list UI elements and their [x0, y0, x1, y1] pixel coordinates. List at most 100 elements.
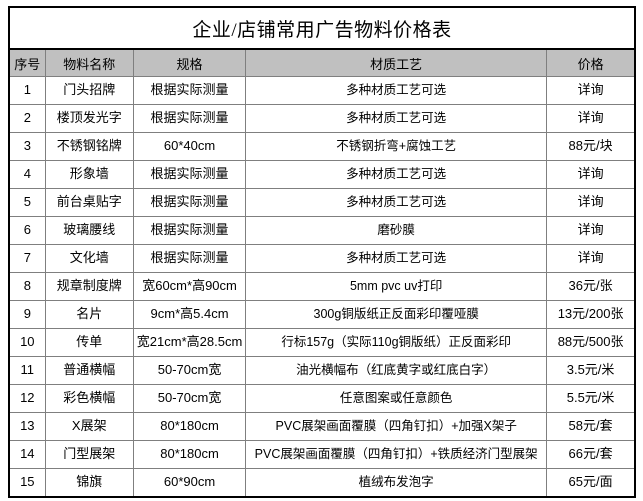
cell-spec: 80*180cm — [132, 412, 247, 441]
cell-name: 前台桌贴字 — [44, 188, 134, 217]
table-row: 6 玻璃腰线 根据实际测量 磨砂膜 详询 — [7, 216, 637, 245]
cell-price: 详询 — [546, 104, 637, 133]
cell-spec: 根据实际测量 — [132, 76, 247, 105]
cell-spec: 80*180cm — [132, 440, 247, 469]
table-head: 企业/店铺常用广告物料价格表 序号 物料名称 规格 材质工艺 价格 — [7, 6, 637, 77]
cell-material: PVC展架画面覆膜（四角钉扣）+加强X架子 — [245, 412, 548, 441]
cell-price: 5.5元/米 — [546, 384, 637, 413]
table-row: 8 规章制度牌 宽60cm*高90cm 5mm pvc uv打印 36元/张 — [7, 272, 637, 301]
cell-spec: 根据实际测量 — [132, 216, 247, 245]
cell-material: 植绒布发泡字 — [245, 468, 548, 498]
cell-index: 13 — [7, 412, 46, 441]
table-row: 9 名片 9cm*高5.4cm 300g铜版纸正反面彩印覆哑膜 13元/200张 — [7, 300, 637, 329]
cell-index: 8 — [7, 272, 46, 301]
cell-index: 5 — [7, 188, 46, 217]
document-title: 企业/店铺常用广告物料价格表 — [8, 6, 636, 50]
cell-material: 多种材质工艺可选 — [245, 188, 548, 217]
cell-name: 楼顶发光字 — [44, 104, 134, 133]
cell-name: 普通横幅 — [44, 356, 134, 385]
cell-spec: 50-70cm宽 — [132, 384, 247, 413]
cell-index: 10 — [7, 328, 46, 357]
cell-name: X展架 — [44, 412, 134, 441]
cell-material: 多种材质工艺可选 — [245, 104, 548, 133]
table-row: 12 彩色横幅 50-70cm宽 任意图案或任意颜色 5.5元/米 — [7, 384, 637, 413]
column-header-row: 序号 物料名称 规格 材质工艺 价格 — [7, 48, 637, 77]
cell-name: 玻璃腰线 — [44, 216, 134, 245]
cell-name: 形象墙 — [44, 160, 134, 189]
cell-index: 15 — [7, 468, 46, 498]
column-header-name: 物料名称 — [44, 48, 134, 77]
cell-price: 66元/套 — [546, 440, 637, 469]
cell-name: 门型展架 — [44, 440, 134, 469]
column-header-index: 序号 — [7, 48, 46, 77]
cell-index: 6 — [7, 216, 46, 245]
table-row: 5 前台桌贴字 根据实际测量 多种材质工艺可选 详询 — [7, 188, 637, 217]
cell-price: 36元/张 — [546, 272, 637, 301]
cell-name: 锦旗 — [44, 468, 134, 498]
cell-spec: 9cm*高5.4cm — [132, 300, 247, 329]
table-row: 15 锦旗 60*90cm 植绒布发泡字 65元/面 — [7, 468, 637, 498]
cell-spec: 60*40cm — [132, 132, 247, 161]
cell-material: 300g铜版纸正反面彩印覆哑膜 — [245, 300, 548, 329]
table-row: 1 门头招牌 根据实际测量 多种材质工艺可选 详询 — [7, 76, 637, 105]
cell-price: 65元/面 — [546, 468, 637, 498]
cell-index: 7 — [7, 244, 46, 273]
cell-price: 88元/500张 — [546, 328, 637, 357]
cell-name: 名片 — [44, 300, 134, 329]
cell-index: 12 — [7, 384, 46, 413]
cell-name: 规章制度牌 — [44, 272, 134, 301]
cell-spec: 60*90cm — [132, 468, 247, 498]
table-row: 10 传单 宽21cm*高28.5cm 行标157g（实际110g铜版纸）正反面… — [7, 328, 637, 357]
table-row: 14 门型展架 80*180cm PVC展架画面覆膜（四角钉扣）+铁质经济门型展… — [7, 440, 637, 469]
cell-index: 2 — [7, 104, 46, 133]
cell-index: 14 — [7, 440, 46, 469]
cell-index: 11 — [7, 356, 46, 385]
cell-price: 详询 — [546, 160, 637, 189]
cell-spec: 根据实际测量 — [132, 104, 247, 133]
table-row: 3 不锈钢铭牌 60*40cm 不锈钢折弯+腐蚀工艺 88元/块 — [7, 132, 637, 161]
cell-name: 传单 — [44, 328, 134, 357]
cell-spec: 根据实际测量 — [132, 188, 247, 217]
cell-spec: 根据实际测量 — [132, 160, 247, 189]
cell-index: 9 — [7, 300, 46, 329]
cell-price: 详询 — [546, 76, 637, 105]
table-row: 7 文化墙 根据实际测量 多种材质工艺可选 详询 — [7, 244, 637, 273]
cell-index: 3 — [7, 132, 46, 161]
cell-spec: 宽60cm*高90cm — [132, 272, 247, 301]
cell-name: 彩色横幅 — [44, 384, 134, 413]
cell-material: 5mm pvc uv打印 — [245, 272, 548, 301]
cell-index: 4 — [7, 160, 46, 189]
table-body: 1 门头招牌 根据实际测量 多种材质工艺可选 详询 2 楼顶发光字 根据实际测量… — [7, 76, 637, 498]
title-row: 企业/店铺常用广告物料价格表 — [8, 6, 636, 50]
cell-material: 多种材质工艺可选 — [245, 160, 548, 189]
table-row: 4 形象墙 根据实际测量 多种材质工艺可选 详询 — [7, 160, 637, 189]
cell-price: 58元/套 — [546, 412, 637, 441]
cell-price: 88元/块 — [546, 132, 637, 161]
cell-material: 多种材质工艺可选 — [245, 244, 548, 273]
table-row: 2 楼顶发光字 根据实际测量 多种材质工艺可选 详询 — [7, 104, 637, 133]
table-row: 13 X展架 80*180cm PVC展架画面覆膜（四角钉扣）+加强X架子 58… — [7, 412, 637, 441]
column-header-spec: 规格 — [132, 48, 247, 77]
cell-price: 详询 — [546, 188, 637, 217]
cell-material: 多种材质工艺可选 — [245, 76, 548, 105]
cell-material: 行标157g（实际110g铜版纸）正反面彩印 — [245, 328, 548, 357]
column-header-price: 价格 — [546, 48, 637, 77]
column-header-material: 材质工艺 — [245, 48, 548, 77]
cell-spec: 50-70cm宽 — [132, 356, 247, 385]
cell-price: 详询 — [546, 216, 637, 245]
advertising-material-price-table: 企业/店铺常用广告物料价格表 序号 物料名称 规格 材质工艺 价格 1 门头招牌… — [7, 6, 637, 498]
cell-price: 3.5元/米 — [546, 356, 637, 385]
cell-material: 不锈钢折弯+腐蚀工艺 — [245, 132, 548, 161]
price-table-document: 企业/店铺常用广告物料价格表 序号 物料名称 规格 材质工艺 价格 1 门头招牌… — [0, 6, 643, 501]
cell-material: 任意图案或任意颜色 — [245, 384, 548, 413]
cell-price: 详询 — [546, 244, 637, 273]
cell-material: 磨砂膜 — [245, 216, 548, 245]
cell-name: 文化墙 — [44, 244, 134, 273]
cell-index: 1 — [7, 76, 46, 105]
cell-name: 不锈钢铭牌 — [44, 132, 134, 161]
cell-name: 门头招牌 — [44, 76, 134, 105]
cell-material: PVC展架画面覆膜（四角钉扣）+铁质经济门型展架 — [245, 440, 548, 469]
cell-price: 13元/200张 — [546, 300, 637, 329]
table-row: 11 普通横幅 50-70cm宽 油光横幅布（红底黄字或红底白字） 3.5元/米 — [7, 356, 637, 385]
cell-spec: 宽21cm*高28.5cm — [132, 328, 247, 357]
